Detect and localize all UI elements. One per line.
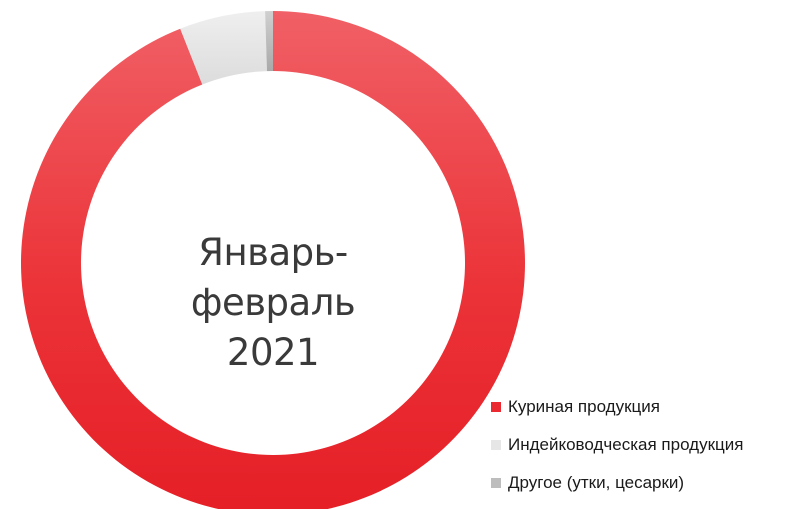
legend-item-chicken: Куриная продукция bbox=[491, 388, 743, 426]
legend-label: Индейководческая продукция bbox=[508, 435, 744, 454]
legend-item-other: Другое (утки, цесарки) bbox=[491, 464, 743, 502]
legend-swatch bbox=[491, 440, 501, 450]
legend-swatch bbox=[491, 402, 501, 412]
center-title-line2: 2021 bbox=[226, 331, 320, 374]
center-title-line1: Январь-февраль bbox=[190, 231, 356, 324]
slice-other bbox=[265, 11, 273, 72]
chart-center-title: Январь-февраль 2021 bbox=[118, 228, 428, 378]
chart-legend: Куриная продукция Индейководческая проду… bbox=[491, 388, 743, 502]
legend-swatch bbox=[491, 478, 501, 488]
slice-turkey bbox=[180, 11, 267, 85]
legend-label: Другое (утки, цесарки) bbox=[508, 473, 685, 492]
legend-label: Куриная продукция bbox=[508, 397, 660, 416]
legend-item-turkey: Индейководческая продукция bbox=[491, 426, 743, 464]
